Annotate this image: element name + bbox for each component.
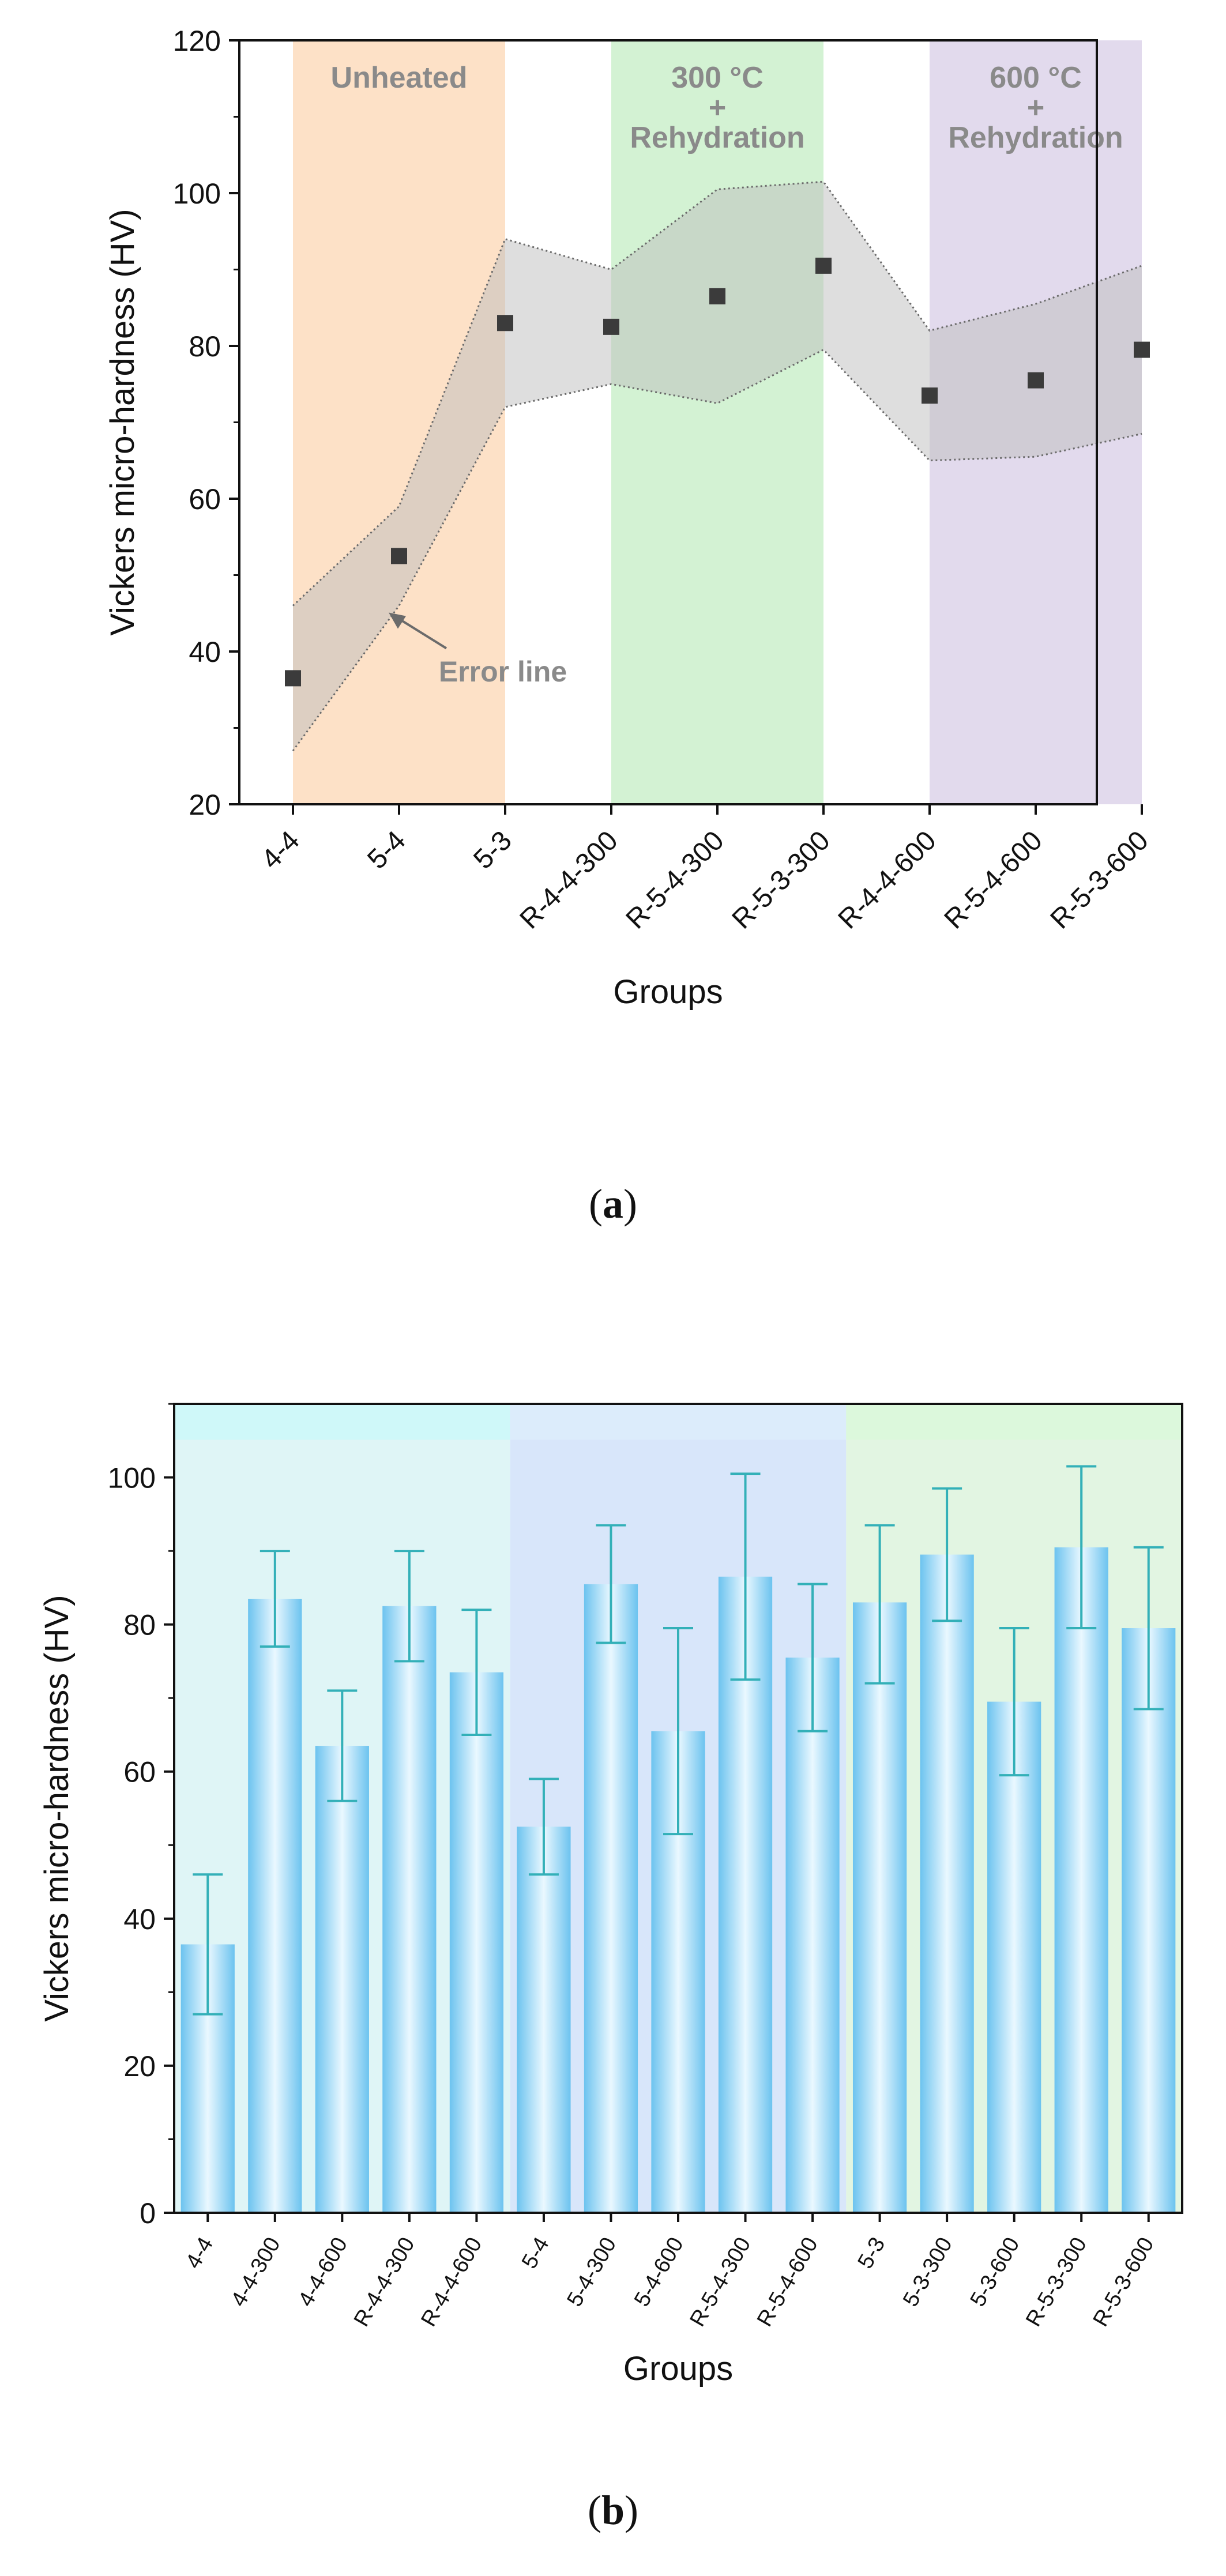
chart-b-bar-2 bbox=[315, 1746, 369, 2213]
chart-a-point-8 bbox=[1134, 341, 1150, 358]
chart-b-xtick-label-14: R-5-3-600 bbox=[1089, 2234, 1159, 2331]
chart-a-region-label-0-line-0: Unheated bbox=[331, 61, 468, 95]
panel-label-b-open: ( bbox=[588, 2487, 601, 2533]
chart-a-region-label-1: 300 °C + Rehydration bbox=[630, 61, 804, 155]
chart-b-xtick-label-13: R-5-3-300 bbox=[1021, 2234, 1092, 2331]
chart-b-bar-4 bbox=[449, 1672, 504, 2213]
chart-b-xtick-label-4: R-4-4-600 bbox=[416, 2234, 487, 2331]
chart-a-ytick-label-0: 20 bbox=[189, 789, 221, 821]
chart-a-region-label-1-line-0: 300 °C bbox=[671, 61, 764, 95]
chart-a-region-label-1-line-2: Rehydration bbox=[630, 121, 804, 155]
chart-a-xtick-label-5: R-5-3-300 bbox=[727, 825, 836, 935]
chart-a-annotation: Error line bbox=[389, 612, 567, 688]
chart-a-xtick-label-8: R-5-3-600 bbox=[1045, 825, 1154, 935]
chart-b-xtick-label-8: R-5-4-300 bbox=[685, 2234, 755, 2331]
chart-a-point-3 bbox=[603, 318, 619, 335]
chart-a-region-label-2-line-2: Rehydration bbox=[948, 121, 1123, 155]
chart-b-error-bars bbox=[193, 1465, 1164, 2016]
chart-b-ytick-label-5: 100 bbox=[108, 1462, 156, 1494]
chart-b-xtick-label-1: 4-4-300 bbox=[227, 2234, 285, 2311]
chart-a-xtick-label-6: R-4-4-600 bbox=[833, 825, 942, 935]
chart-a-region-label-2-line-0: 600 °C bbox=[990, 61, 1082, 95]
chart-b-xtick-label-9: R-5-4-600 bbox=[753, 2234, 823, 2331]
chart-b-xtick-label-11: 5-3-300 bbox=[898, 2234, 957, 2311]
chart-b-xtick-label-3: R-4-4-300 bbox=[349, 2234, 420, 2331]
chart-b-xtick-label-0: 4-4 bbox=[181, 2234, 218, 2273]
chart-b-ytick-label-2: 40 bbox=[123, 1903, 156, 1935]
chart-a-xtick-label-3: R-4-4-300 bbox=[514, 825, 624, 935]
chart-a-point-7 bbox=[1028, 372, 1044, 389]
chart-a-point-0 bbox=[285, 670, 301, 687]
panel-label-a-letter: a bbox=[603, 1181, 623, 1227]
chart-b-bar-9 bbox=[785, 1658, 840, 2213]
chart-a-point-1 bbox=[391, 548, 407, 564]
chart-a-ytick-label-2: 60 bbox=[189, 483, 221, 515]
chart-a-y-axis-title: Vickers micro-hardness (HV) bbox=[104, 209, 141, 635]
chart-a-xtick-label-2: 5-3 bbox=[468, 825, 518, 875]
chart-a-region-1 bbox=[611, 40, 823, 804]
chart-a-band-upper-line bbox=[292, 180, 1142, 607]
chart-b-bar-5 bbox=[517, 1826, 571, 2213]
panel-label-a: (a) bbox=[589, 1181, 637, 1227]
chart-b-bar-10 bbox=[852, 1602, 907, 2213]
panel-label-a-close: ) bbox=[623, 1181, 637, 1227]
chart-b-bars bbox=[180, 1547, 1176, 2213]
chart-a-ytick-label-3: 80 bbox=[189, 330, 221, 363]
chart-b-bar-3 bbox=[382, 1606, 437, 2213]
chart-b-bar-12 bbox=[987, 1701, 1041, 2213]
chart-b-y-axis-title: Vickers micro-hardness (HV) bbox=[38, 1595, 76, 2021]
chart-a-point-6 bbox=[922, 387, 938, 404]
chart-a-x-axis-title: Groups bbox=[613, 973, 723, 1011]
chart-a-xtick-label-1: 5-4 bbox=[362, 825, 412, 875]
chart-b-xtick-label-2: 4-4-600 bbox=[294, 2234, 352, 2311]
chart-b-bar-14 bbox=[1122, 1628, 1176, 2213]
chart-b-x-axis-title: Groups bbox=[623, 2350, 733, 2387]
chart-b-xtick-label-12: 5-3-600 bbox=[966, 2234, 1025, 2311]
chart-a-ytick-label-4: 100 bbox=[173, 178, 221, 210]
chart-a-xtick-label-0: 4-4 bbox=[255, 825, 306, 875]
chart-b-region-top-1 bbox=[510, 1404, 847, 1440]
chart-a-point-4 bbox=[709, 288, 725, 304]
chart-b-bar-6 bbox=[584, 1584, 638, 2213]
chart-a-region-label-0: Unheated bbox=[331, 61, 468, 95]
chart-b-ytick-label-3: 60 bbox=[123, 1756, 156, 1788]
chart-b-ytick-label-1: 20 bbox=[123, 2050, 156, 2082]
chart-a-point-2 bbox=[497, 315, 513, 332]
chart-a-ytick-label-5: 120 bbox=[173, 25, 221, 57]
chart-b-xtick-label-10: 5-3 bbox=[853, 2234, 890, 2273]
panel-label-b: (b) bbox=[588, 2487, 638, 2533]
chart-a-points bbox=[285, 257, 1150, 687]
panel-label-a-open: ( bbox=[589, 1181, 603, 1227]
chart-b-bar-8 bbox=[718, 1576, 773, 2213]
chart-b-xtick-label-6: 5-4-300 bbox=[562, 2234, 621, 2311]
chart-b-xtick-label-7: 5-4-600 bbox=[630, 2234, 689, 2311]
panel-label-b-letter: b bbox=[601, 2487, 625, 2533]
chart-b-bar-13 bbox=[1054, 1547, 1108, 2213]
chart-b-bar-1 bbox=[248, 1598, 302, 2213]
chart-a-annotation-arrow-line bbox=[393, 615, 447, 650]
chart-a-xtick-label-7: R-5-4-600 bbox=[939, 825, 1048, 935]
chart-a-region-label-2: 600 °C + Rehydration bbox=[948, 61, 1123, 155]
chart-a-band-lower-line bbox=[292, 348, 1142, 752]
chart-b-ytick-label-4: 80 bbox=[123, 1609, 156, 1641]
chart-a-xtick-label-4: R-5-4-300 bbox=[620, 825, 730, 935]
chart-a-annotation-arrow-head bbox=[389, 612, 406, 629]
chart-b-region-top-2 bbox=[846, 1404, 1182, 1440]
chart-a-point-5 bbox=[815, 257, 832, 274]
chart-a-annotation-text: Error line bbox=[439, 656, 567, 688]
chart-b-xtick-label-5: 5-4 bbox=[517, 2234, 554, 2273]
panel-label-b-close: ) bbox=[625, 2487, 638, 2533]
chart-b-region-top-0 bbox=[174, 1404, 510, 1440]
chart-a-ytick-label-1: 40 bbox=[189, 636, 221, 668]
chart-a-region-label-2-line-1: + bbox=[1027, 91, 1044, 125]
chart-b-ytick-label-0: 0 bbox=[140, 2197, 156, 2229]
chart-b-bar-11 bbox=[920, 1554, 974, 2213]
chart-a-region-label-1-line-1: + bbox=[709, 91, 726, 125]
